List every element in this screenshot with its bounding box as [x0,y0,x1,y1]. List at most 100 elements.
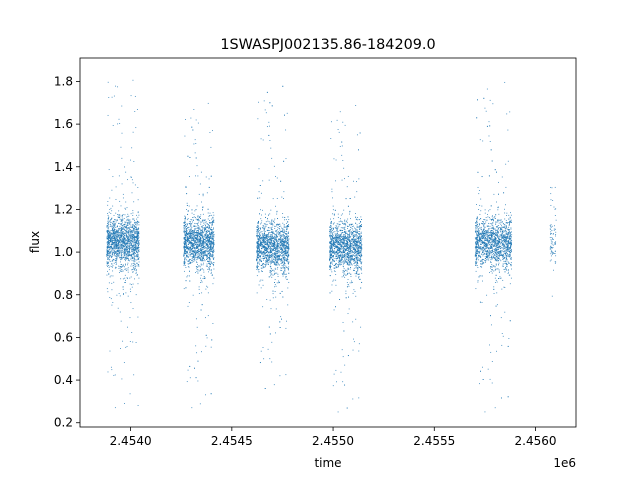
data-point [125,234,127,236]
data-point [264,236,266,238]
data-point [113,226,115,228]
data-point [126,236,128,238]
data-point [270,243,272,245]
data-point [270,234,272,236]
data-point [121,215,123,217]
data-point [125,279,126,281]
data-point [195,225,197,227]
data-point [209,238,210,240]
data-point [117,231,119,233]
data-point [211,223,213,225]
data-point [137,274,138,276]
data-point [134,258,135,260]
data-point [194,247,196,249]
data-point [275,234,277,236]
data-point [136,218,138,220]
data-point [276,262,278,264]
data-point [186,223,188,225]
data-point [197,244,199,246]
data-point [127,216,129,217]
data-point [107,241,109,242]
data-point [262,252,264,253]
data-point [272,221,274,223]
data-point [209,264,211,266]
data-point [114,219,115,220]
data-point [274,286,275,288]
data-point [186,251,188,253]
data-point [207,247,209,249]
data-point [126,249,128,251]
data-point [201,235,203,236]
data-point [201,351,202,353]
data-point [128,220,130,222]
data-point [124,207,126,209]
data-point [133,252,135,254]
data-point [120,242,122,244]
data-point [283,271,284,273]
data-point [265,241,267,243]
data-point [184,218,186,219]
data-point [131,263,133,265]
data-point [112,247,114,249]
data-point [122,231,124,233]
data-point [122,244,124,246]
data-point [112,231,114,233]
data-point [195,232,197,233]
data-point [120,254,122,256]
data-point [185,250,187,252]
data-point [208,252,210,254]
data-point [260,192,262,194]
data-point [183,242,185,244]
data-point [256,256,258,258]
data-point [274,238,276,240]
data-point [259,280,261,282]
data-point [116,238,118,240]
data-point [110,366,112,368]
data-point [288,219,290,220]
data-point [199,216,201,218]
data-point [265,250,267,252]
data-point [205,176,207,178]
data-point [111,263,112,265]
data-point [277,250,279,252]
data-point [131,230,133,232]
data-point [198,235,200,237]
data-point [207,246,208,248]
data-point [108,169,110,171]
data-point [273,239,275,241]
data-point [188,248,190,250]
data-point [197,224,199,226]
data-point [111,237,113,239]
data-point [117,240,118,242]
data-point [202,213,204,215]
data-point [136,274,138,276]
data-point [109,259,111,261]
data-point [193,254,194,256]
data-point [128,255,130,256]
data-point [190,249,192,251]
data-point [122,247,123,249]
data-point [278,247,280,249]
data-point [133,233,135,235]
data-point [212,249,214,251]
data-point [137,241,139,243]
data-point [118,267,120,269]
data-point [133,249,135,251]
data-point [122,246,124,247]
data-point [280,241,282,243]
data-point [207,257,209,259]
data-point [131,229,133,231]
data-point [212,243,214,244]
data-point [117,86,119,88]
data-point [209,269,211,271]
data-point [258,228,260,230]
data-point [287,244,289,246]
data-point [111,229,113,231]
data-point [183,241,185,243]
data-point [193,246,195,248]
data-point [263,263,265,265]
data-point [283,219,285,221]
data-point [266,261,267,263]
data-point [123,249,125,251]
data-point [274,236,276,238]
